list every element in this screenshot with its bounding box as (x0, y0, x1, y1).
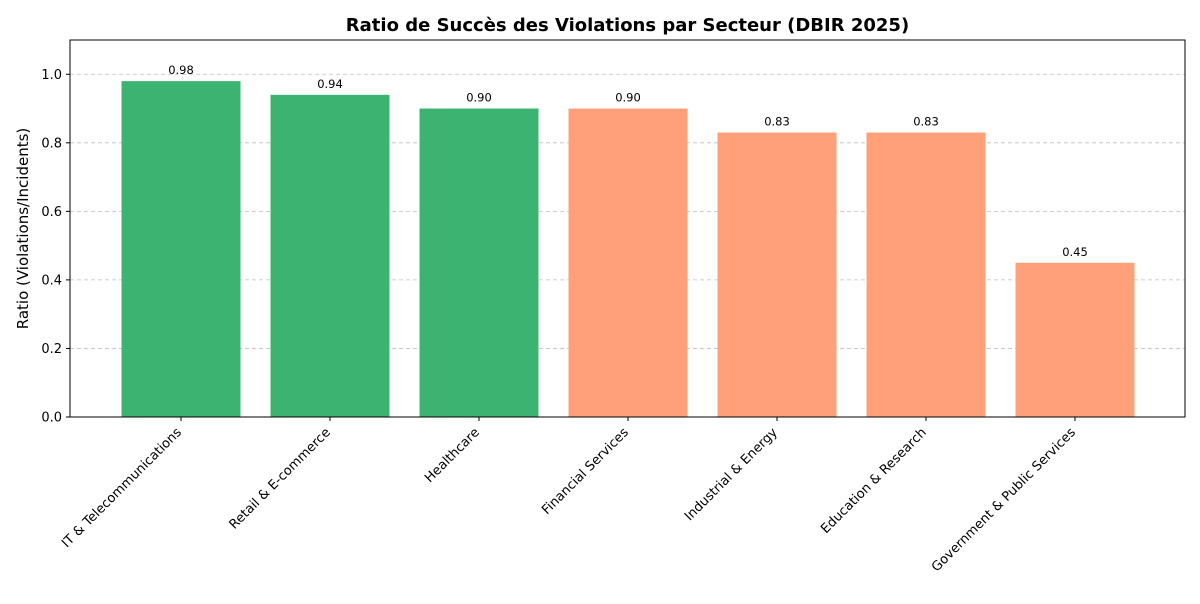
bar-value-label: 0.45 (1062, 245, 1088, 259)
x-tick-label: Industrial & Energy (682, 425, 781, 524)
plot-frame (69, 39, 1186, 418)
x-tick-label: Education & Research (818, 425, 930, 537)
bar-value-label: 0.90 (466, 91, 492, 105)
y-axis-ticks: 0.0 0.2 0.4 0.6 0.8 1.0 (41, 68, 70, 426)
bars (121, 81, 1135, 418)
bar-it-telecommunications (121, 81, 241, 418)
y-axis-label: Ratio (Violations/Incidents) (14, 128, 32, 330)
x-tick-label: Retail & E-commerce (227, 425, 334, 532)
y-tick-label: 1.0 (41, 68, 62, 83)
bar-value-label: 0.90 (615, 91, 641, 105)
bar-value-label: 0.83 (913, 115, 939, 129)
y-tick-label: 0.4 (41, 273, 62, 288)
bar-financial-services (568, 108, 688, 417)
y-tick-label: 0.2 (41, 342, 62, 357)
x-tick-label: Healthcare (422, 425, 483, 486)
value-labels: 0.98 0.94 0.90 0.90 0.83 0.83 0.45 (168, 63, 1088, 259)
bar-value-label: 0.98 (168, 63, 194, 77)
bar-industrial-energy (717, 132, 837, 417)
bar-education-research (866, 132, 986, 417)
y-tick-label: 0.0 (41, 411, 62, 426)
x-tick-label: Financial Services (539, 425, 632, 518)
x-tick-label: Government & Public Services (929, 425, 1079, 575)
x-axis-ticks: IT & Telecommunications Retail & E-commer… (59, 417, 1079, 575)
chart-title: Ratio de Succès des Violations par Secte… (346, 15, 909, 36)
y-tick-label: 0.8 (41, 136, 62, 151)
y-tick-label: 0.6 (41, 205, 62, 220)
bar-retail-e-commerce (270, 94, 390, 417)
bar-value-label: 0.83 (764, 115, 790, 129)
x-tick-label: IT & Telecommunications (59, 425, 185, 551)
bar-government-public-services (1015, 262, 1135, 417)
bar-healthcare (419, 108, 539, 417)
bar-value-label: 0.94 (317, 77, 343, 91)
